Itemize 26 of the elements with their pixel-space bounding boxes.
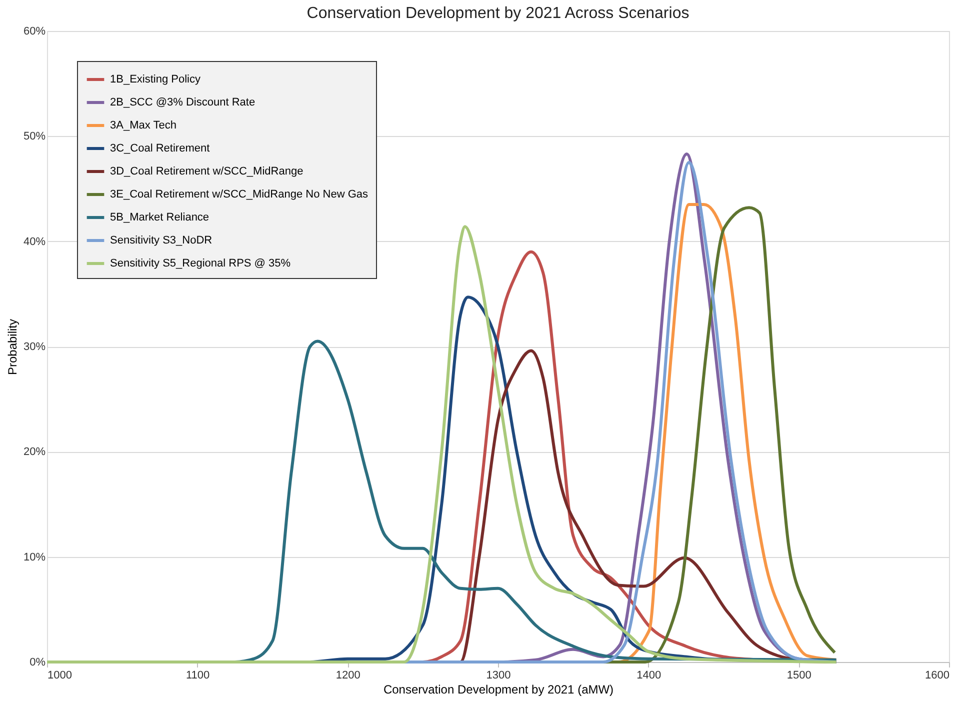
legend-label: 3D_Coal Retirement w/SCC_MidRange: [110, 166, 304, 178]
y-axis-title: Probability: [5, 318, 20, 376]
legend-label: 5B_Market Reliance: [110, 212, 210, 224]
y-tick-label: 60%: [23, 26, 46, 38]
y-tick-label: 10%: [23, 551, 46, 564]
y-tick-label: 50%: [23, 130, 46, 143]
y-tick-label: 40%: [23, 236, 46, 248]
x-tick-label: 1500: [786, 670, 812, 682]
y-tick-label: 0%: [30, 656, 46, 668]
chart-title: Conservation Development by 2021 Across Scenarios: [306, 5, 690, 22]
legend-label: 3A_Max Tech: [110, 120, 176, 132]
x-axis-title: Conservation Development by 2021 (aMW): [383, 682, 614, 696]
legend-label: Sensitivity S5_Regional RPS @ 35%: [110, 258, 291, 270]
x-tick-label: 1300: [486, 670, 511, 682]
x-tick-label: 1600: [925, 670, 950, 682]
legend-label: 3C_Coal Retirement: [110, 142, 210, 154]
x-tick-label: 1000: [48, 670, 72, 682]
x-tick-label: 1400: [636, 670, 662, 682]
legend-label: 1B_Existing Policy: [110, 74, 201, 86]
y-tick-label: 30%: [23, 341, 46, 353]
x-tick-label: 1200: [336, 670, 360, 682]
y-tick-label: 20%: [23, 446, 46, 458]
legend-label: 3E_Coal Retirement w/SCC_MidRange No New Gas: [110, 188, 368, 200]
legend-label: Sensitivity S3_NoDR: [110, 234, 212, 246]
legend-label: 2B_SCC @3% Discount Rate: [110, 96, 256, 108]
x-tick-label: 1100: [186, 670, 210, 682]
